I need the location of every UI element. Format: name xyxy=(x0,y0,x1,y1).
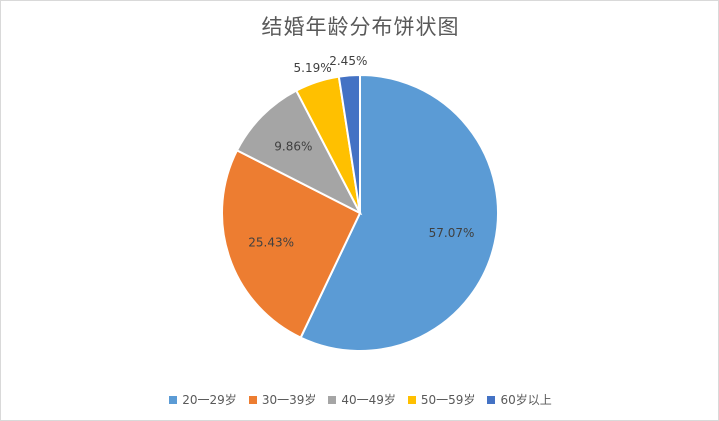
pie-data-label: 5.19% xyxy=(294,61,332,75)
legend-swatch xyxy=(328,395,337,404)
legend-swatch xyxy=(248,395,257,404)
legend-swatch xyxy=(169,395,178,404)
pie-data-labels: 57.07% 25.43% 9.86% 5.19%2.45% xyxy=(248,54,474,250)
legend-label: 20一29岁 xyxy=(182,393,237,407)
legend-item: 20一29岁 xyxy=(169,391,237,408)
pie-data-label: 57.07% xyxy=(429,226,475,240)
chart-title: 结婚年龄分布饼状图 xyxy=(261,15,460,39)
pie-slices xyxy=(221,73,499,352)
legend-label: 40一49岁 xyxy=(341,393,396,407)
pie-slice xyxy=(221,149,362,339)
legend-swatch xyxy=(487,395,496,404)
legend-item: 60岁以上 xyxy=(487,391,552,408)
legend-item: 50一59岁 xyxy=(407,391,476,408)
pie-data-label: 9.86% xyxy=(274,139,312,153)
legend-label: 60岁以上 xyxy=(500,393,552,407)
pie-slice xyxy=(299,73,499,352)
legend: 20一29岁 30一39岁 40一49岁 50一59岁 60岁以上 xyxy=(1,391,719,408)
legend-label: 30一39岁 xyxy=(261,393,317,407)
pie-slice xyxy=(337,73,361,214)
legend-label: 50一59岁 xyxy=(420,393,476,407)
legend-item: 40一49岁 xyxy=(328,391,396,408)
pie-data-label: 25.43% xyxy=(248,236,294,250)
pie-data-label: 2.45% xyxy=(329,54,367,68)
legend-swatch xyxy=(407,395,416,404)
pie-slice xyxy=(235,89,363,216)
legend-item: 30一39岁 xyxy=(248,391,317,408)
